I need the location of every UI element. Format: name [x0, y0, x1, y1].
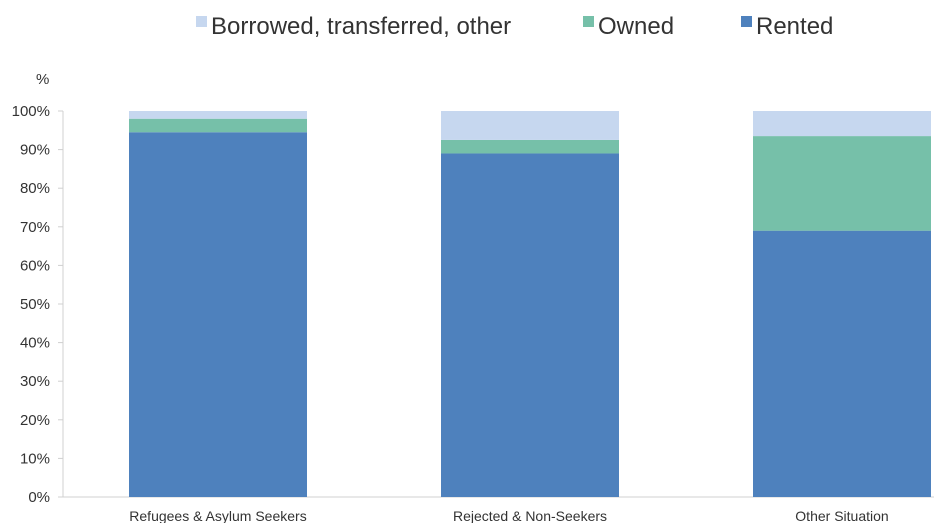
legend-label: Owned [598, 13, 674, 40]
y-tick-label: 10% [20, 450, 50, 467]
bar-segment-rented [129, 132, 307, 498]
x-category-label: Rejected & Non-Seekers [453, 508, 607, 523]
y-tick-label: 20% [20, 412, 50, 429]
bar-segment-owned [441, 139, 619, 154]
y-tick-label: 40% [20, 335, 50, 352]
y-tick-label: 30% [20, 373, 50, 390]
y-tick-label: 80% [20, 180, 50, 197]
bar-segment-rented [753, 230, 931, 497]
bar-segment-owned [129, 118, 307, 133]
x-category-label: Refugees & Asylum Seekers [129, 508, 306, 523]
x-axis-labels: Refugees & Asylum Seekers Rejected & Non-… [129, 508, 888, 523]
legend-label: Rented [756, 13, 833, 40]
legend: Borrowed, transferred, other Owned Rented [196, 13, 833, 40]
bar-segment-owned [753, 136, 931, 231]
legend-label: Borrowed, transferred, other [211, 13, 511, 40]
y-axis-ticks: 0% 10% 20% 30% 40% 50% 60% 70% 80% 90% 100% [12, 103, 63, 506]
legend-swatch [741, 16, 752, 27]
bar-segment-borrowed-transferred-other [441, 111, 619, 140]
bars [129, 111, 931, 498]
x-category-label: Other Situation [795, 508, 888, 523]
y-tick-label: 0% [28, 489, 50, 506]
bar-segment-rented [441, 153, 619, 497]
y-tick-label: 100% [12, 103, 50, 120]
legend-swatch [583, 16, 594, 27]
legend-swatch [196, 16, 207, 27]
y-axis-unit-label: % [36, 71, 49, 88]
y-tick-label: 50% [20, 296, 50, 313]
y-tick-label: 90% [20, 142, 50, 159]
y-tick-label: 60% [20, 257, 50, 274]
y-tick-label: 70% [20, 219, 50, 236]
bar-segment-borrowed-transferred-other [753, 111, 931, 137]
bar-segment-borrowed-transferred-other [129, 111, 307, 119]
